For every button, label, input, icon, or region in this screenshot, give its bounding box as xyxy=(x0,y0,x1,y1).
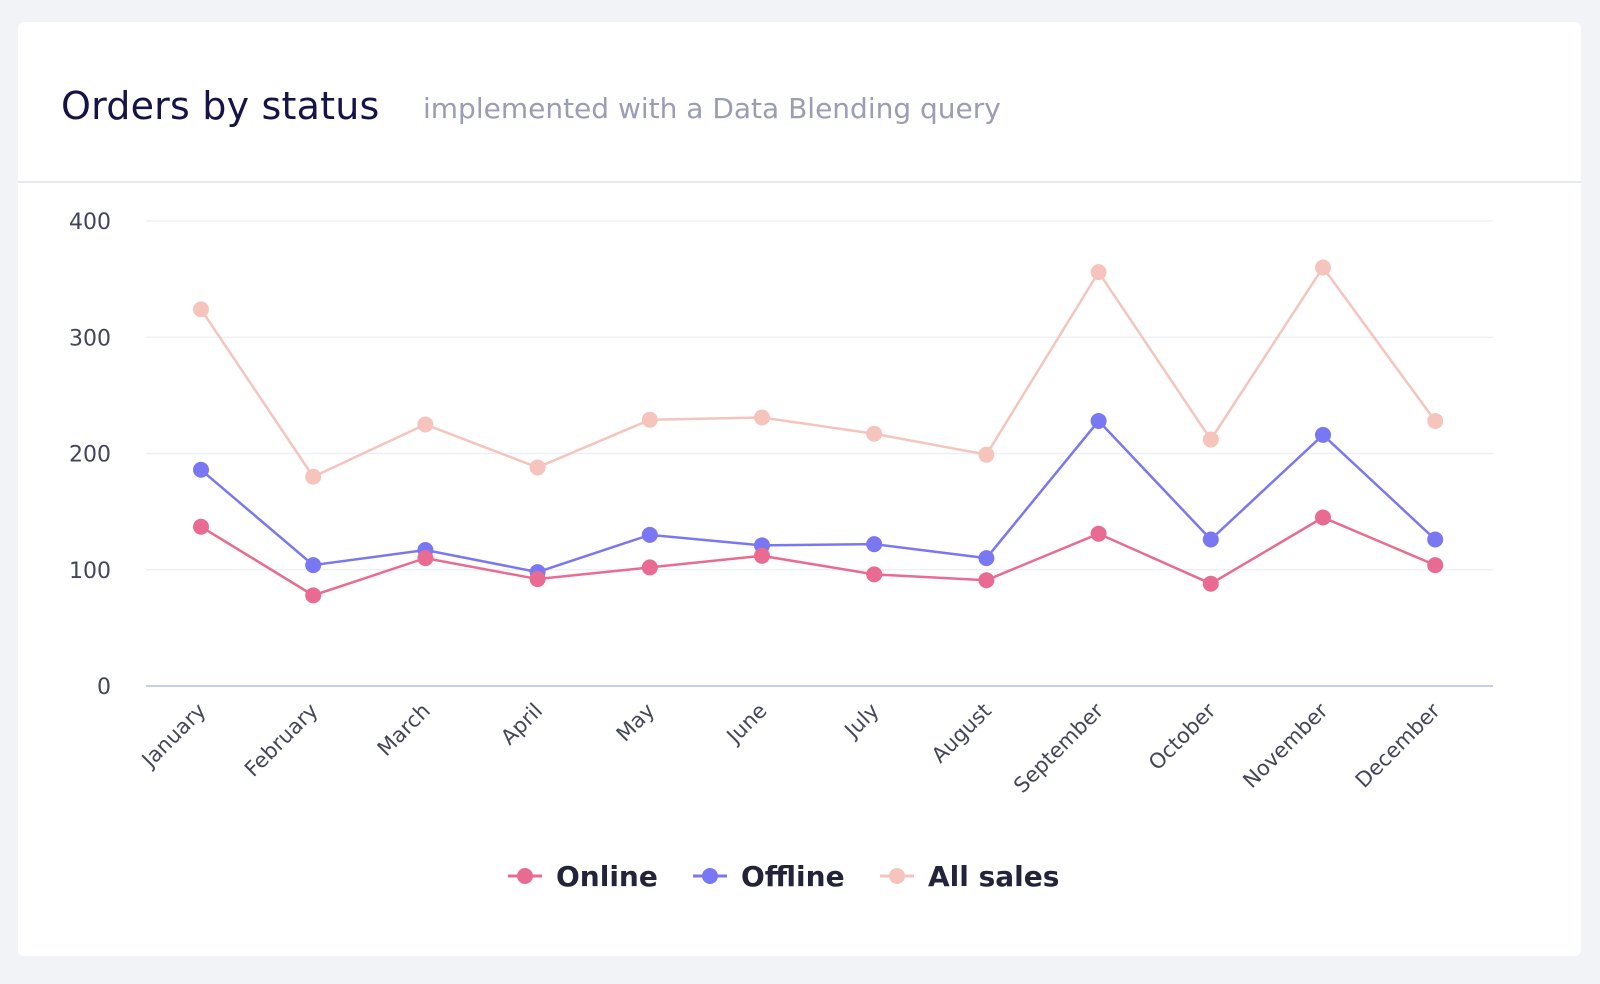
series-all-sales xyxy=(193,259,1444,485)
x-tick-label: January xyxy=(136,699,211,774)
data-point xyxy=(529,459,546,476)
data-point xyxy=(529,571,546,588)
chart-subtitle: implemented with a Data Blending query xyxy=(423,92,1001,125)
data-point xyxy=(1315,509,1331,526)
data-point xyxy=(641,526,658,543)
data-point xyxy=(978,550,995,567)
data-point xyxy=(754,547,770,564)
data-point xyxy=(1090,264,1107,281)
data-point xyxy=(193,301,209,318)
data-point xyxy=(1427,531,1444,548)
series-offline xyxy=(193,412,1444,581)
legend-item-all-sales: All sales xyxy=(880,860,1059,893)
data-point xyxy=(1427,412,1444,429)
legend-label: Online xyxy=(556,860,658,893)
line-chart: 0 100 200 300 400 January February March April M… xyxy=(69,210,1493,893)
data-point xyxy=(978,446,995,463)
card-header: Orders by status implemented with a Data… xyxy=(18,22,1581,183)
legend-item-online: Online xyxy=(508,860,658,893)
legend-label: All sales xyxy=(928,860,1059,893)
y-tick-label: 200 xyxy=(69,443,111,468)
data-point xyxy=(1315,426,1331,443)
y-tick-label: 100 xyxy=(69,559,111,584)
data-point xyxy=(417,416,434,433)
x-tick-label: March xyxy=(373,699,435,761)
x-tick-label: February xyxy=(240,699,323,782)
x-tick-label: May xyxy=(612,699,660,747)
legend: Online Offline All sales xyxy=(508,860,1059,893)
legend-marker xyxy=(889,868,905,884)
x-tick-label: August xyxy=(927,699,996,768)
data-point xyxy=(1427,557,1444,574)
series-line xyxy=(199,265,1437,479)
data-point xyxy=(978,572,995,589)
legend-label: Offline xyxy=(741,860,845,893)
data-point xyxy=(1315,259,1331,276)
data-point xyxy=(1090,412,1107,429)
x-tick-label: June xyxy=(721,699,772,750)
legend-item-offline: Offline xyxy=(693,860,845,893)
x-tick-label: October xyxy=(1144,698,1221,775)
data-point xyxy=(1202,431,1219,448)
legend-marker xyxy=(702,868,718,884)
data-point xyxy=(417,550,434,567)
x-tick-label: April xyxy=(496,699,547,750)
data-point xyxy=(1090,525,1107,542)
data-point xyxy=(305,557,322,574)
x-tick-label: December xyxy=(1351,698,1445,792)
data-point xyxy=(754,409,770,426)
series-online xyxy=(193,509,1444,604)
series-lines xyxy=(193,259,1444,604)
data-point xyxy=(866,536,883,553)
data-point xyxy=(1202,575,1219,592)
x-tick-label: September xyxy=(1009,698,1108,797)
x-tick-label: November xyxy=(1238,698,1332,792)
x-axis: January February March April May June July Augu… xyxy=(136,698,1445,797)
series-line xyxy=(200,419,1437,574)
chart-card: Orders by status implemented with a Data… xyxy=(18,22,1581,956)
grid-lines xyxy=(146,220,1493,687)
y-tick-label: 0 xyxy=(97,675,111,700)
x-tick-label: July xyxy=(839,699,884,744)
series-line xyxy=(200,516,1436,597)
data-point xyxy=(193,518,209,535)
data-point xyxy=(641,559,658,576)
data-point xyxy=(305,587,322,604)
y-tick-label: 300 xyxy=(69,326,111,351)
data-point xyxy=(1202,531,1219,548)
data-point xyxy=(641,411,658,428)
data-point xyxy=(866,425,883,442)
data-point xyxy=(866,566,883,583)
y-tick-label: 400 xyxy=(69,210,111,235)
y-axis: 0 100 200 300 400 xyxy=(69,210,111,700)
data-point xyxy=(193,461,209,478)
legend-marker xyxy=(517,868,533,884)
chart-title: Orders by status xyxy=(61,84,380,128)
data-point xyxy=(305,468,322,485)
